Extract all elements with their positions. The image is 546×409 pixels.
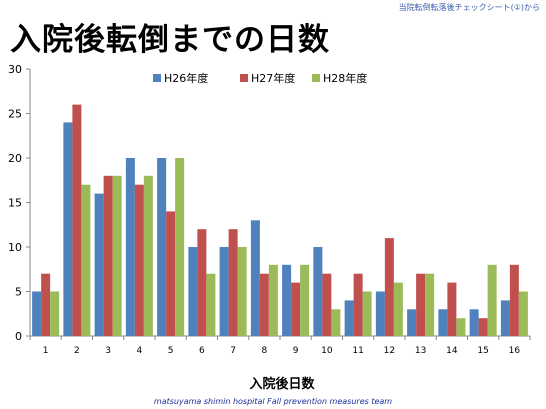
bar-H26年度-9 <box>282 264 292 336</box>
chart-bars <box>32 104 528 337</box>
x-tick-label: 7 <box>230 346 236 356</box>
y-tick-label: 0 <box>15 330 22 343</box>
bar-H28年度-4 <box>143 175 153 336</box>
x-tick-label: 11 <box>352 346 363 356</box>
x-tick-label: 9 <box>293 346 299 356</box>
bar-H27年度-6 <box>197 229 207 336</box>
x-tick-label: 1 <box>43 346 49 356</box>
x-tick-label: 12 <box>384 346 395 356</box>
x-tick-label: 2 <box>74 346 80 356</box>
bar-H28年度-7 <box>237 247 247 336</box>
bar-H26年度-2 <box>63 122 73 337</box>
bar-H28年度-11 <box>362 291 372 336</box>
bar-H28年度-6 <box>206 273 216 336</box>
bar-H27年度-16 <box>509 264 519 336</box>
bar-H28年度-10 <box>331 309 341 336</box>
x-tick-label: 5 <box>168 346 174 356</box>
y-tick-label: 30 <box>8 63 22 76</box>
bar-H26年度-5 <box>157 158 167 336</box>
legend-label: H27年度 <box>251 71 295 85</box>
bar-H26年度-3 <box>94 193 104 336</box>
bar-H27年度-13 <box>416 273 426 336</box>
bar-H26年度-13 <box>407 309 417 336</box>
bar-H28年度-1 <box>50 291 60 336</box>
bar-H27年度-12 <box>384 238 394 336</box>
bar-H28年度-3 <box>112 175 122 336</box>
y-tick-label: 25 <box>8 108 22 121</box>
bar-H27年度-14 <box>447 282 457 336</box>
bar-H26年度-8 <box>250 220 260 336</box>
x-tick-label: 14 <box>446 346 458 356</box>
bar-H27年度-4 <box>134 184 144 336</box>
bar-H26年度-6 <box>188 247 198 336</box>
bar-H27年度-5 <box>166 211 176 336</box>
x-tick-label: 4 <box>137 346 143 356</box>
source-note: 当院転倒転落後チェックシート(①)から <box>398 3 540 12</box>
legend-swatch <box>312 74 320 82</box>
x-tick-label: 15 <box>477 346 488 356</box>
y-tick-label: 5 <box>15 286 22 299</box>
bar-H27年度-3 <box>103 175 113 336</box>
bar-H26年度-11 <box>344 300 354 336</box>
x-tick-label: 3 <box>105 346 111 356</box>
bar-H28年度-8 <box>268 264 278 336</box>
bar-H26年度-4 <box>125 158 135 336</box>
y-tick-label: 20 <box>8 152 22 165</box>
bar-H26年度-16 <box>500 300 510 336</box>
footer-team: matsuyama shimin hospital Fall preventio… <box>153 397 393 406</box>
bar-H28年度-5 <box>175 158 185 336</box>
bar-H26年度-1 <box>32 291 42 336</box>
bar-H27年度-8 <box>259 273 269 336</box>
bar-H27年度-11 <box>353 273 363 336</box>
bar-H26年度-15 <box>469 309 479 336</box>
bar-H28年度-16 <box>518 291 528 336</box>
bar-H27年度-1 <box>41 273 51 336</box>
bar-H27年度-9 <box>291 282 301 336</box>
bar-H27年度-2 <box>72 104 82 336</box>
legend-swatch <box>240 74 248 82</box>
bar-H26年度-14 <box>438 309 448 336</box>
bar-H27年度-15 <box>478 318 488 336</box>
bar-H27年度-10 <box>322 273 332 336</box>
bar-H26年度-12 <box>375 291 385 336</box>
bar-H27年度-7 <box>228 229 238 336</box>
x-tick-label: 6 <box>199 346 205 356</box>
bar-H28年度-13 <box>425 273 435 336</box>
legend-label: H26年度 <box>164 71 208 85</box>
x-tick-label: 10 <box>321 346 333 356</box>
x-tick-label: 16 <box>509 346 521 356</box>
bar-H28年度-2 <box>81 184 91 336</box>
bar-H26年度-10 <box>313 247 323 336</box>
y-tick-label: 15 <box>8 197 22 210</box>
x-axis-label: 入院後日数 <box>249 376 315 392</box>
bar-H28年度-14 <box>456 318 466 336</box>
x-tick-label: 13 <box>415 346 426 356</box>
bar-H28年度-15 <box>487 264 497 336</box>
page-title: 入院後転倒までの日数 <box>10 22 330 58</box>
legend-label: H28年度 <box>323 71 367 85</box>
y-tick-label: 10 <box>8 241 22 254</box>
bar-H26年度-7 <box>219 247 229 336</box>
legend-swatch <box>153 74 161 82</box>
chart-legend: H26年度 H27年度 H28年度 <box>153 71 367 85</box>
bar-H28年度-9 <box>300 264 310 336</box>
x-tick-label: 8 <box>262 346 268 356</box>
bar-H28年度-12 <box>393 282 403 336</box>
